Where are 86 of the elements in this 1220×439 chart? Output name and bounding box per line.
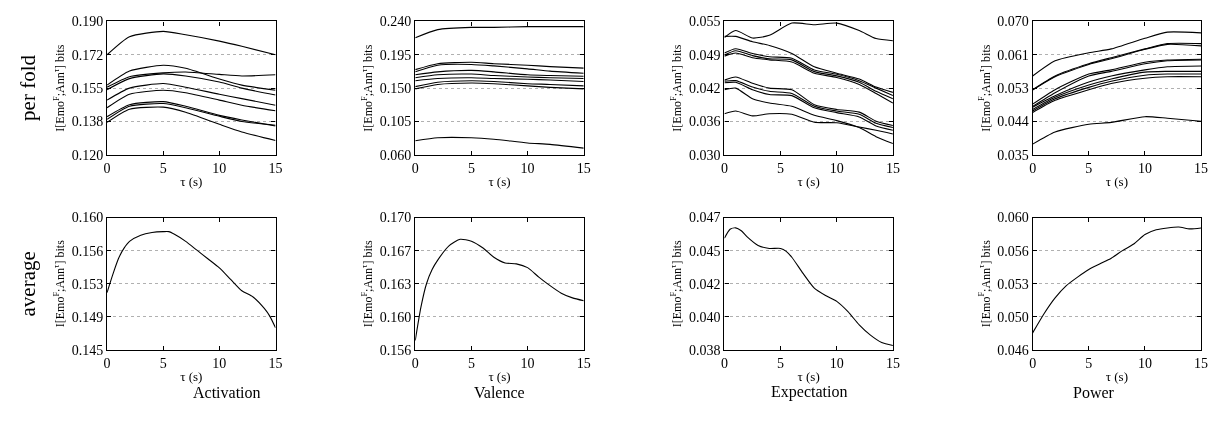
x-tick-label: 10	[520, 160, 535, 176]
y-tick-label: 0.061	[997, 47, 1029, 63]
y-tick-label: 0.170	[379, 210, 412, 226]
x-tick-label: 15	[268, 160, 283, 176]
x-tick-label: 10	[520, 355, 535, 371]
text: Activation	[193, 384, 261, 401]
x-tick-label: 5	[159, 355, 167, 371]
text: Expectation	[771, 383, 848, 401]
x-tick-label: 15	[885, 355, 900, 371]
y-tick-label: 0.105	[379, 114, 412, 130]
y-tick-label: 0.042	[689, 276, 721, 292]
x-tick-label: 0	[1029, 160, 1037, 176]
y-tick-label: 0.155	[71, 81, 104, 97]
x-tick-label: 0	[1029, 355, 1037, 371]
text: per fold	[15, 54, 40, 121]
x-tick-label: 15	[1194, 160, 1209, 176]
x-tick-label: 10	[829, 355, 844, 371]
x-tick-label: 5	[1085, 160, 1093, 176]
x-tick-label: 5	[467, 355, 475, 371]
y-tick-label: 0.056	[997, 243, 1029, 259]
y-tick-label: 0.160	[379, 309, 412, 325]
y-tick-label: 0.195	[379, 47, 412, 63]
y-tick-label: 0.045	[689, 243, 721, 259]
y-tick-label: 0.145	[71, 342, 104, 358]
x-tick-label: 0	[720, 160, 728, 176]
y-tick-label: 0.138	[71, 114, 104, 130]
y-tick-label: 0.150	[379, 81, 412, 97]
y-tick-label: 0.053	[997, 276, 1029, 292]
x-axis-title: τ (s)	[1105, 174, 1128, 190]
y-tick-label: 0.120	[71, 147, 104, 163]
y-tick-label: 0.156	[71, 243, 104, 259]
x-tick-label: 15	[576, 355, 591, 371]
y-tick-label: 0.036	[689, 114, 721, 130]
y-tick-label: 0.160	[71, 210, 104, 226]
text: Power	[1073, 384, 1115, 401]
y-tick-label: 0.040	[689, 309, 721, 325]
y-tick-label: 0.038	[689, 342, 721, 358]
y-tick-label: 0.046	[997, 342, 1029, 358]
y-tick-label: 0.053	[997, 81, 1029, 97]
y-tick-label: 0.030	[689, 147, 721, 163]
y-tick-label: 0.035	[997, 147, 1029, 163]
y-tick-label: 0.167	[379, 243, 412, 259]
x-tick-label: 5	[159, 160, 167, 176]
x-tick-label: 10	[1137, 160, 1152, 176]
x-tick-label: 0	[411, 160, 419, 176]
x-tick-label: 10	[212, 355, 227, 371]
y-tick-label: 0.163	[379, 276, 412, 292]
x-tick-label: 15	[1194, 355, 1209, 371]
x-axis-title: τ (s)	[797, 369, 820, 385]
y-tick-label: 0.153	[71, 276, 104, 292]
x-tick-label: 15	[885, 160, 900, 176]
x-tick-label: 10	[1137, 355, 1152, 371]
y-tick-label: 0.044	[997, 114, 1029, 130]
y-tick-label: 0.060	[379, 147, 412, 163]
y-tick-label: 0.149	[71, 309, 104, 325]
text: average	[16, 251, 41, 317]
x-tick-label: 5	[777, 355, 785, 371]
x-tick-label: 0	[103, 160, 111, 176]
x-axis-title: τ (s)	[488, 174, 511, 190]
x-tick-label: 5	[1085, 355, 1093, 371]
x-tick-label: 0	[411, 355, 419, 371]
x-tick-label: 10	[829, 160, 844, 176]
y-tick-label: 0.042	[689, 81, 721, 97]
x-tick-label: 0	[103, 355, 111, 371]
x-axis-title: τ (s)	[180, 174, 203, 190]
x-axis-title: τ (s)	[797, 174, 820, 190]
x-tick-label: 10	[212, 160, 227, 176]
y-tick-label: 0.156	[379, 342, 412, 358]
x-tick-label: 5	[777, 160, 785, 176]
x-tick-label: 15	[576, 160, 591, 176]
y-tick-label: 0.047	[689, 210, 721, 226]
x-tick-label: 0	[720, 355, 728, 371]
y-tick-label: 0.060	[997, 210, 1029, 226]
y-tick-label: 0.190	[71, 14, 104, 30]
y-tick-label: 0.172	[71, 47, 104, 63]
y-tick-label: 0.070	[997, 14, 1029, 30]
x-axis-title: τ (s)	[180, 369, 203, 385]
text: Valence	[474, 384, 525, 401]
x-tick-label: 15	[268, 355, 283, 371]
y-tick-label: 0.050	[997, 309, 1029, 325]
y-tick-label: 0.240	[379, 14, 412, 30]
y-tick-label: 0.049	[689, 47, 721, 63]
x-tick-label: 5	[467, 160, 475, 176]
x-axis-title: τ (s)	[488, 369, 511, 385]
x-axis-title: τ (s)	[1105, 369, 1128, 385]
y-tick-label: 0.055	[689, 14, 721, 30]
